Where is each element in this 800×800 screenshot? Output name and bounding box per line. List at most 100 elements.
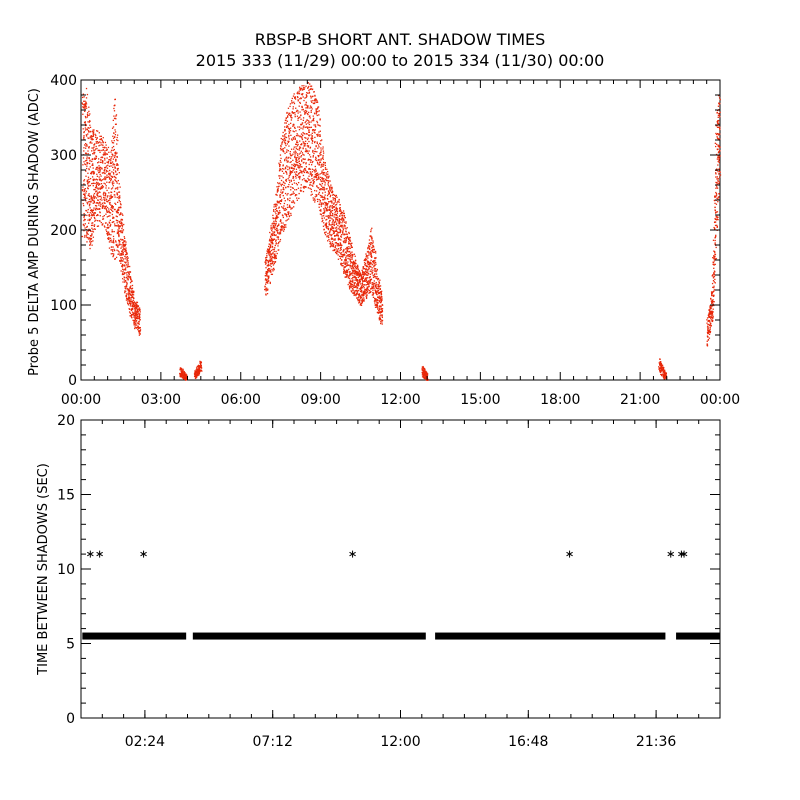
top-data-point [326, 215, 329, 217]
top-data-point [91, 171, 93, 173]
top-data-point [115, 173, 117, 176]
top-data-point [362, 291, 365, 294]
top-data-point [366, 265, 369, 268]
top-data-point [94, 157, 96, 159]
top-data-point [91, 233, 93, 235]
top-data-point [300, 170, 302, 172]
top-data-point [300, 118, 302, 120]
top-data-point [423, 368, 426, 370]
top-data-point [286, 125, 288, 127]
top-data-point [318, 131, 320, 133]
top-data-point [305, 126, 307, 128]
top-data-point [112, 210, 114, 213]
top-data-point [136, 306, 138, 308]
top-data-point [100, 179, 102, 181]
top-data-point [295, 182, 298, 185]
top-panel: 00:00 03:00 06:00 09:00 12:00 15:00 18:00 21:00… [27, 73, 740, 408]
top-data-point [274, 218, 277, 220]
top-data-point [351, 272, 353, 275]
top-data-point [138, 308, 140, 310]
top-data-point [104, 172, 106, 175]
top-data-point [87, 127, 89, 129]
top-data-point [325, 188, 327, 190]
top-data-point [275, 257, 278, 259]
top-data-point [347, 236, 349, 239]
top-data-point [351, 283, 354, 286]
top-data-point [268, 280, 270, 282]
top-data-point [354, 276, 356, 278]
top-data-point [129, 278, 132, 280]
top-data-point [266, 265, 268, 267]
top-data-point [83, 136, 85, 138]
top-data-point [95, 157, 97, 160]
top-data-point [364, 259, 366, 262]
top-data-point [297, 135, 299, 137]
top-data-point [354, 292, 356, 294]
top-data-point [268, 259, 270, 261]
top-data-point [330, 184, 332, 186]
top-data-point [306, 149, 308, 152]
top-data-point [96, 140, 99, 143]
top-data-point [180, 370, 182, 372]
top-data-point [423, 372, 425, 374]
top-data-point [109, 222, 111, 224]
top-data-point [322, 154, 324, 157]
top-data-point [315, 145, 317, 147]
top-data-point [296, 140, 298, 142]
top-data-point [198, 370, 200, 372]
top-data-point [332, 193, 335, 196]
top-data-point [94, 179, 96, 181]
top-data-point [381, 323, 383, 325]
top-data-point [119, 260, 121, 262]
top-data-point [113, 182, 115, 184]
top-data-point [118, 191, 120, 193]
top-data-point [354, 290, 357, 292]
top-data-point [119, 213, 122, 215]
top-data-point [374, 275, 376, 278]
top-data-point [356, 280, 358, 282]
top-data-point [99, 149, 101, 152]
top-data-point [374, 270, 376, 272]
top-data-point [97, 170, 99, 172]
top-data-point [298, 162, 301, 165]
top-data-point [371, 246, 373, 248]
top-data-point [312, 156, 314, 158]
top-data-point [90, 195, 92, 197]
top-data-point [717, 105, 720, 107]
top-data-point [95, 134, 97, 137]
top-data-point [331, 227, 334, 229]
top-data-point [103, 205, 105, 207]
top-data-point [113, 110, 116, 112]
top-data-point [364, 274, 366, 276]
top-data-point [372, 269, 374, 271]
top-data-point [269, 257, 271, 259]
top-data-point [379, 315, 381, 317]
top-data-point [110, 239, 112, 241]
top-data-point [83, 137, 85, 139]
top-data-point [318, 191, 321, 194]
top-data-point [334, 235, 336, 237]
top-data-point [291, 117, 293, 119]
top-data-point [380, 306, 382, 308]
top-data-point [719, 174, 722, 176]
top-data-point [84, 193, 86, 196]
top-data-point [360, 285, 363, 287]
top-data-point [325, 231, 327, 233]
top-data-point [295, 158, 297, 160]
top-data-point [331, 214, 333, 217]
top-data-point [311, 174, 314, 176]
top-data-point [711, 319, 714, 321]
top-data-point [366, 290, 369, 292]
top-data-point [350, 283, 352, 285]
top-data-point [94, 217, 96, 220]
top-data-point [101, 144, 103, 146]
top-data-point [128, 302, 130, 305]
top-data-point [355, 294, 357, 297]
top-data-point [284, 143, 287, 145]
top-data-point [308, 179, 310, 181]
top-data-point [663, 367, 665, 369]
top-data-point [128, 272, 130, 274]
top-data-point [137, 325, 139, 328]
top-data-point [117, 246, 119, 248]
top-data-point [319, 119, 321, 121]
